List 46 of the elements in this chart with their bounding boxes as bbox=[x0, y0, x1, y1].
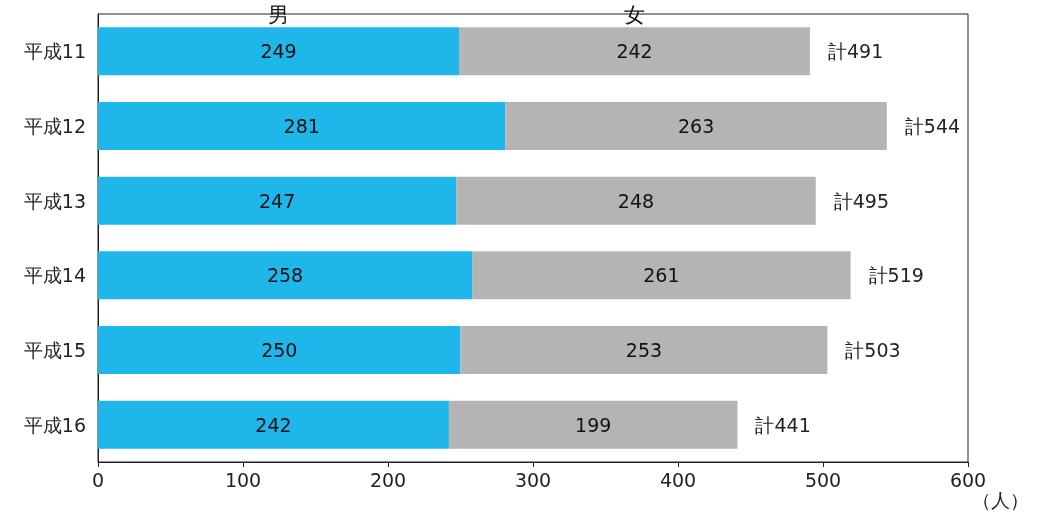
data-label: 258 bbox=[266, 264, 304, 287]
y-tick-label: 平成11 bbox=[23, 40, 86, 63]
total-label: 計519 bbox=[868, 264, 924, 287]
bar bbox=[459, 27, 810, 76]
y-tick-label: 平成15 bbox=[23, 339, 86, 361]
x-tick-label: 500 bbox=[804, 468, 842, 491]
bar bbox=[98, 326, 461, 374]
data-label: 242 bbox=[255, 413, 292, 436]
y-tick-label: 平成12 bbox=[23, 115, 86, 137]
total-label: 計441 bbox=[755, 413, 811, 436]
total-label: 計544 bbox=[904, 115, 961, 137]
data-label: 263 bbox=[677, 115, 715, 137]
data-label: 253 bbox=[625, 339, 663, 361]
bar bbox=[98, 176, 457, 225]
data-label: 247 bbox=[258, 189, 296, 212]
series-label: 女 bbox=[624, 2, 645, 26]
bar bbox=[98, 251, 473, 300]
data-label: 281 bbox=[283, 115, 320, 137]
x-axis-title: （人） bbox=[972, 488, 1029, 511]
y-tick-label: 平成14 bbox=[23, 264, 86, 287]
total-label: 計491 bbox=[827, 40, 884, 63]
series-label: 男 bbox=[268, 2, 290, 26]
total-label: 計503 bbox=[845, 339, 901, 361]
bar bbox=[505, 102, 887, 150]
x-tick-label: 100 bbox=[224, 468, 262, 491]
x-tick-label: 200 bbox=[369, 468, 407, 491]
x-tick-label: 0 bbox=[91, 468, 105, 491]
x-tick-label: 400 bbox=[659, 468, 697, 491]
bar bbox=[460, 326, 828, 374]
x-tick-label: 300 bbox=[514, 468, 552, 491]
bar bbox=[472, 251, 851, 300]
total-label: 計495 bbox=[833, 189, 890, 212]
data-label: 261 bbox=[643, 264, 680, 287]
bar bbox=[98, 400, 449, 449]
y-tick-label: 平成16 bbox=[23, 413, 86, 436]
data-label: 242 bbox=[616, 40, 653, 63]
data-label: 199 bbox=[575, 413, 612, 436]
data-label: 250 bbox=[261, 339, 298, 361]
bar bbox=[98, 102, 506, 150]
bar bbox=[456, 176, 816, 225]
bar bbox=[98, 27, 460, 76]
data-label: 248 bbox=[617, 189, 655, 212]
y-tick-label: 平成13 bbox=[23, 189, 86, 212]
x-tick-label: 600 bbox=[949, 468, 987, 491]
data-label: 249 bbox=[260, 40, 297, 63]
bar bbox=[448, 400, 738, 449]
